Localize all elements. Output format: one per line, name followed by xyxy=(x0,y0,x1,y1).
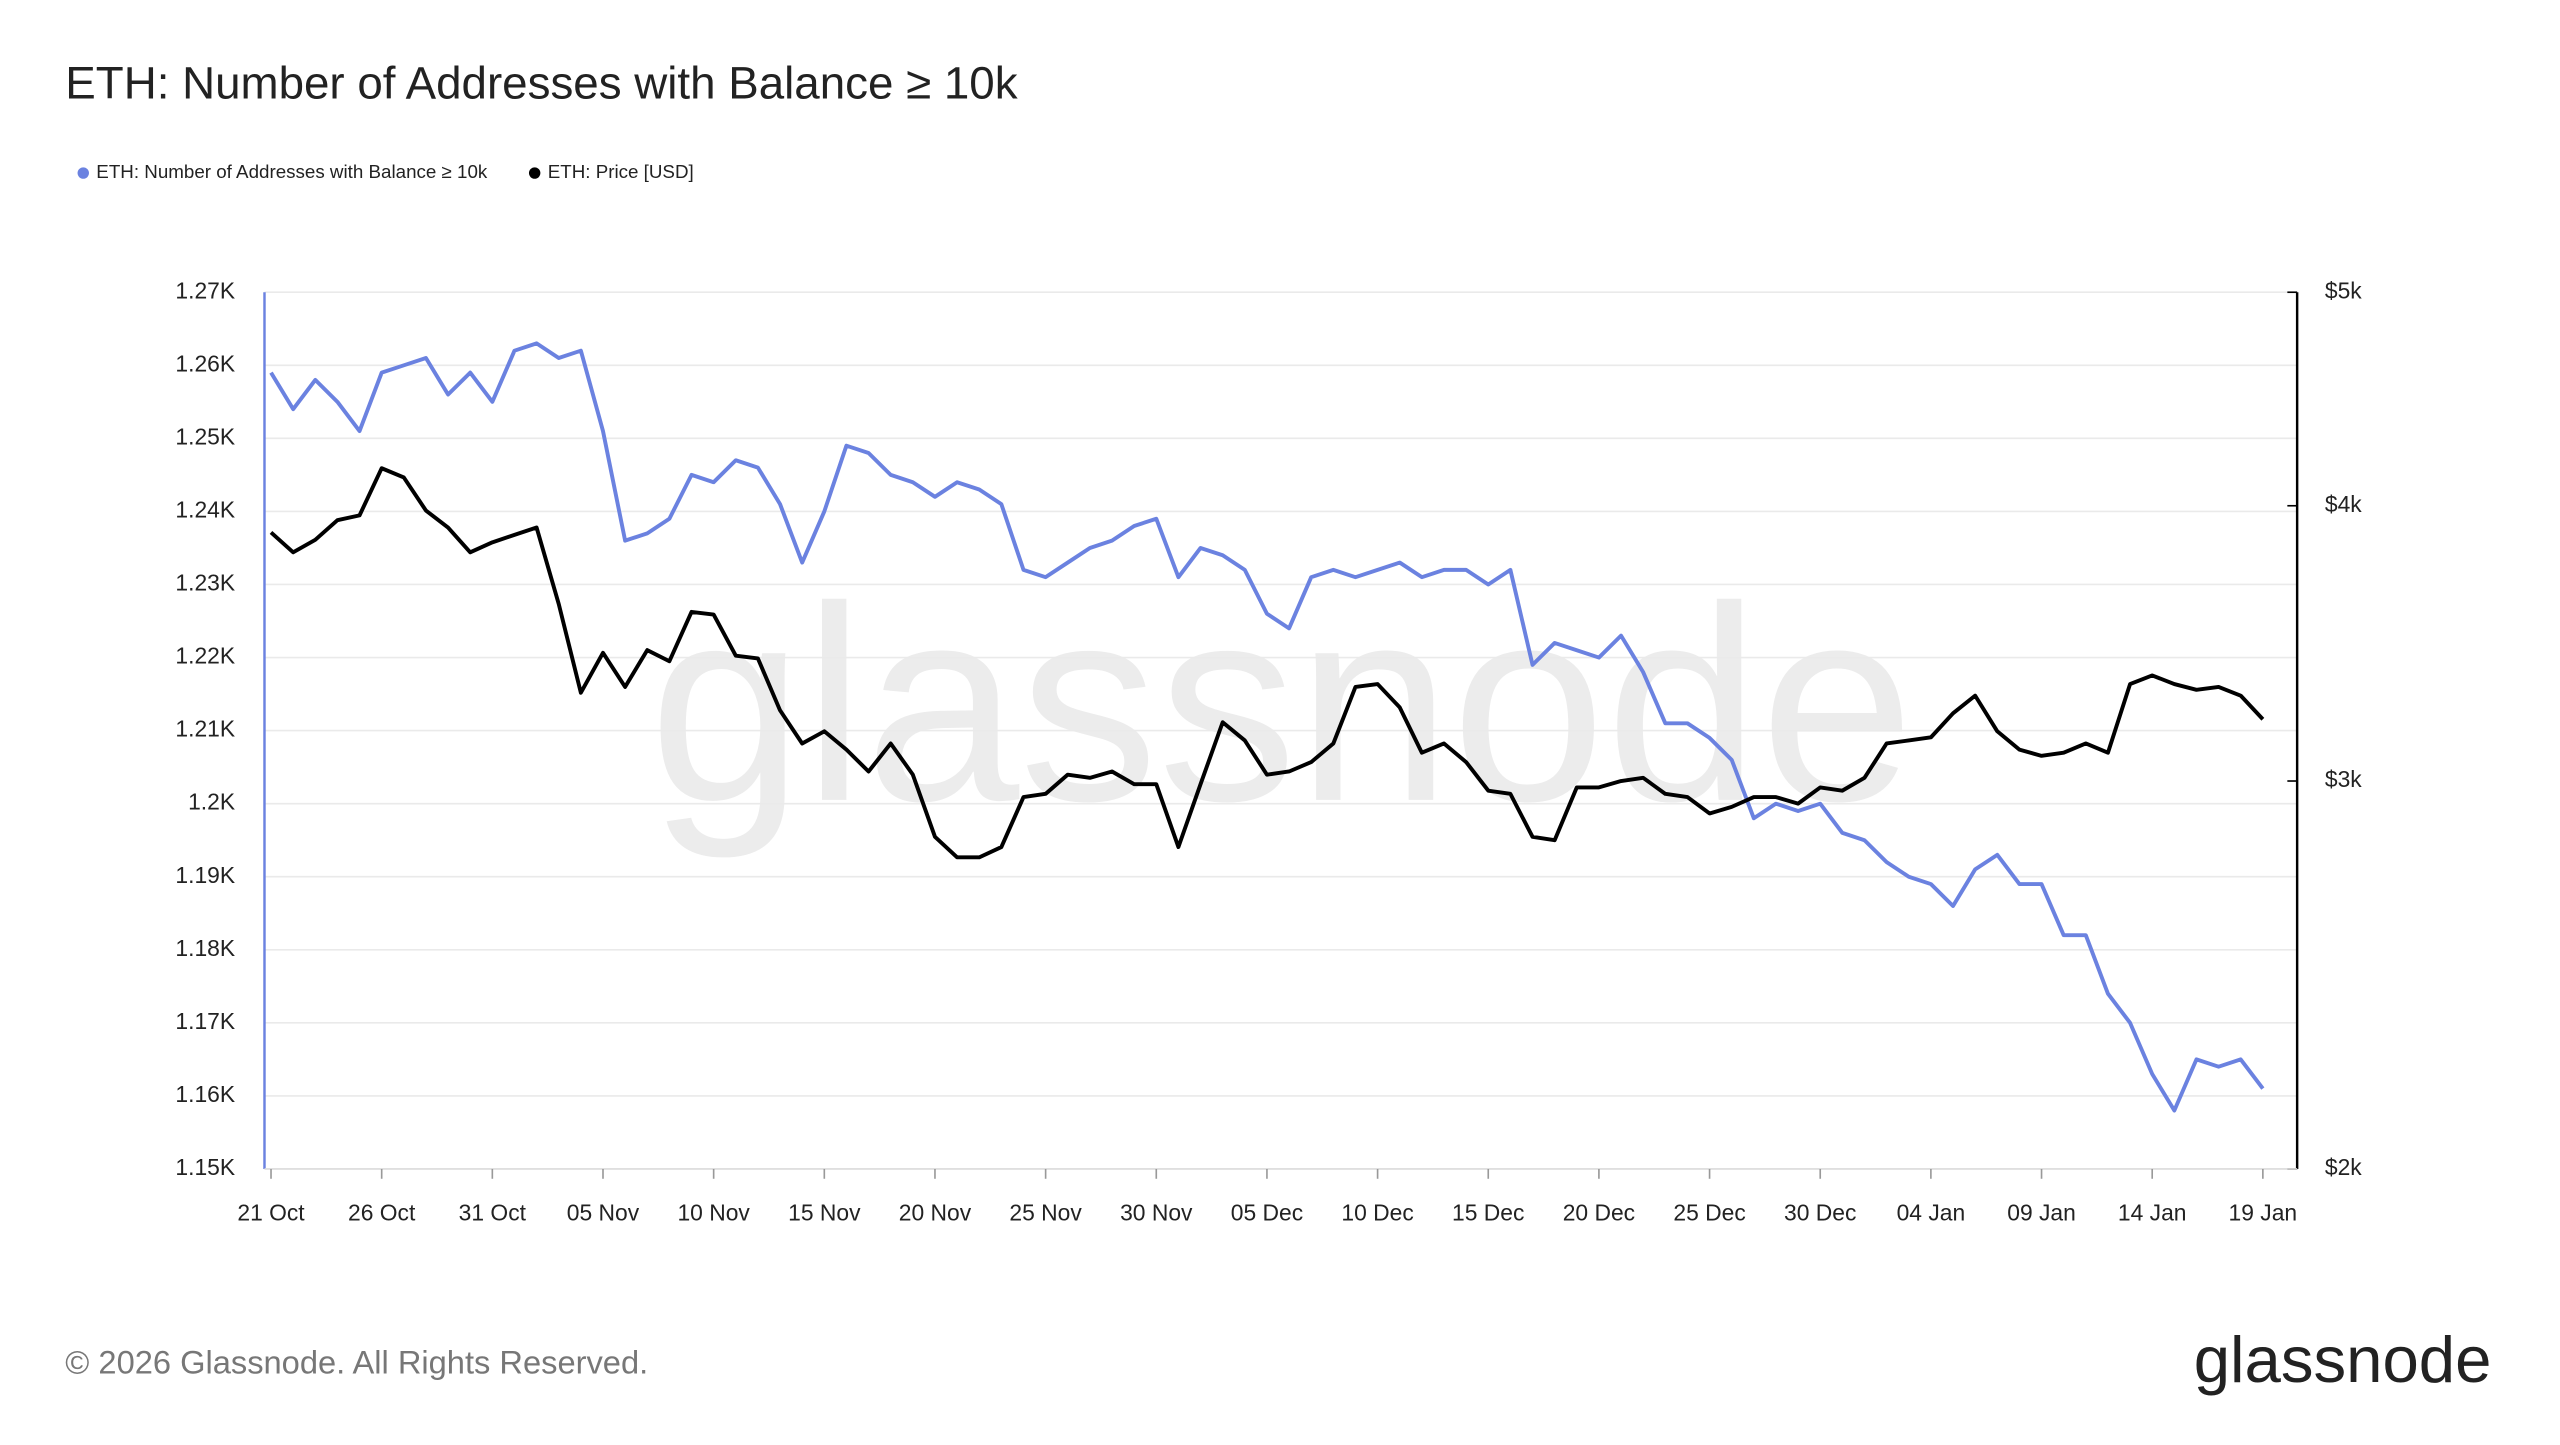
x-tick-label: 25 Nov xyxy=(1009,1200,1082,1226)
chart-title: ETH: Number of Addresses with Balance ≥ … xyxy=(65,58,1017,109)
x-tick-label: 20 Nov xyxy=(899,1200,972,1226)
x-tick-label: 09 Jan xyxy=(2007,1200,2076,1226)
y-tick-label: 1.25K xyxy=(175,423,235,449)
x-tick-label: 15 Dec xyxy=(1452,1200,1524,1226)
series-line xyxy=(269,466,2265,860)
series-line xyxy=(269,341,2265,1113)
y2-tick-label: $3k xyxy=(2325,766,2362,792)
x-tick-label: 10 Nov xyxy=(677,1200,750,1226)
y2-tick-label: $5k xyxy=(2325,277,2362,303)
x-tick-label: 31 Oct xyxy=(459,1200,527,1226)
x-tick-label: 30 Dec xyxy=(1784,1200,1856,1226)
y-tick-label: 1.19K xyxy=(175,862,235,888)
x-tick-label: 26 Oct xyxy=(348,1200,416,1226)
y-tick-label: 1.24K xyxy=(175,496,235,522)
logo: glassnode xyxy=(2194,1323,2492,1396)
y-tick-label: 1.21K xyxy=(175,716,235,742)
y-tick-label: 1.16K xyxy=(175,1081,235,1107)
footer: © 2026 Glassnode. All Rights Reserved. xyxy=(65,1344,648,1381)
x-tick-label: 15 Nov xyxy=(788,1200,861,1226)
x-tick-label: 20 Dec xyxy=(1563,1200,1635,1226)
x-tick-label: 21 Oct xyxy=(237,1200,305,1226)
y-tick-label: 1.26K xyxy=(175,350,235,376)
y-tick-label: 1.15K xyxy=(175,1154,235,1180)
x-tick-label: 10 Dec xyxy=(1341,1200,1413,1226)
watermark: glassnode xyxy=(649,549,1914,861)
y-tick-label: 1.18K xyxy=(175,935,235,961)
legend-label: ETH: Price [USD] xyxy=(548,161,694,182)
x-tick-label: 14 Jan xyxy=(2118,1200,2187,1226)
y2-tick-label: $2k xyxy=(2325,1154,2362,1180)
x-tick-label: 25 Dec xyxy=(1673,1200,1745,1226)
legend-marker xyxy=(77,167,89,179)
x-tick-label: 05 Nov xyxy=(567,1200,640,1226)
legend-label: ETH: Number of Addresses with Balance ≥ … xyxy=(96,161,488,182)
y-tick-label: 1.23K xyxy=(175,570,235,596)
y-tick-label: 1.27K xyxy=(175,277,235,303)
y-tick-label: 1.17K xyxy=(175,1008,235,1034)
y-tick-label: 1.22K xyxy=(175,643,235,669)
x-tick-label: 19 Jan xyxy=(2229,1200,2298,1226)
x-tick-label: 04 Jan xyxy=(1897,1200,1966,1226)
y-tick-label: 1.2K xyxy=(188,789,235,815)
x-tick-label: 30 Nov xyxy=(1120,1200,1193,1226)
legend-marker xyxy=(528,167,541,179)
y2-tick-label: $4k xyxy=(2325,491,2362,517)
x-tick-label: 05 Dec xyxy=(1231,1200,1303,1226)
